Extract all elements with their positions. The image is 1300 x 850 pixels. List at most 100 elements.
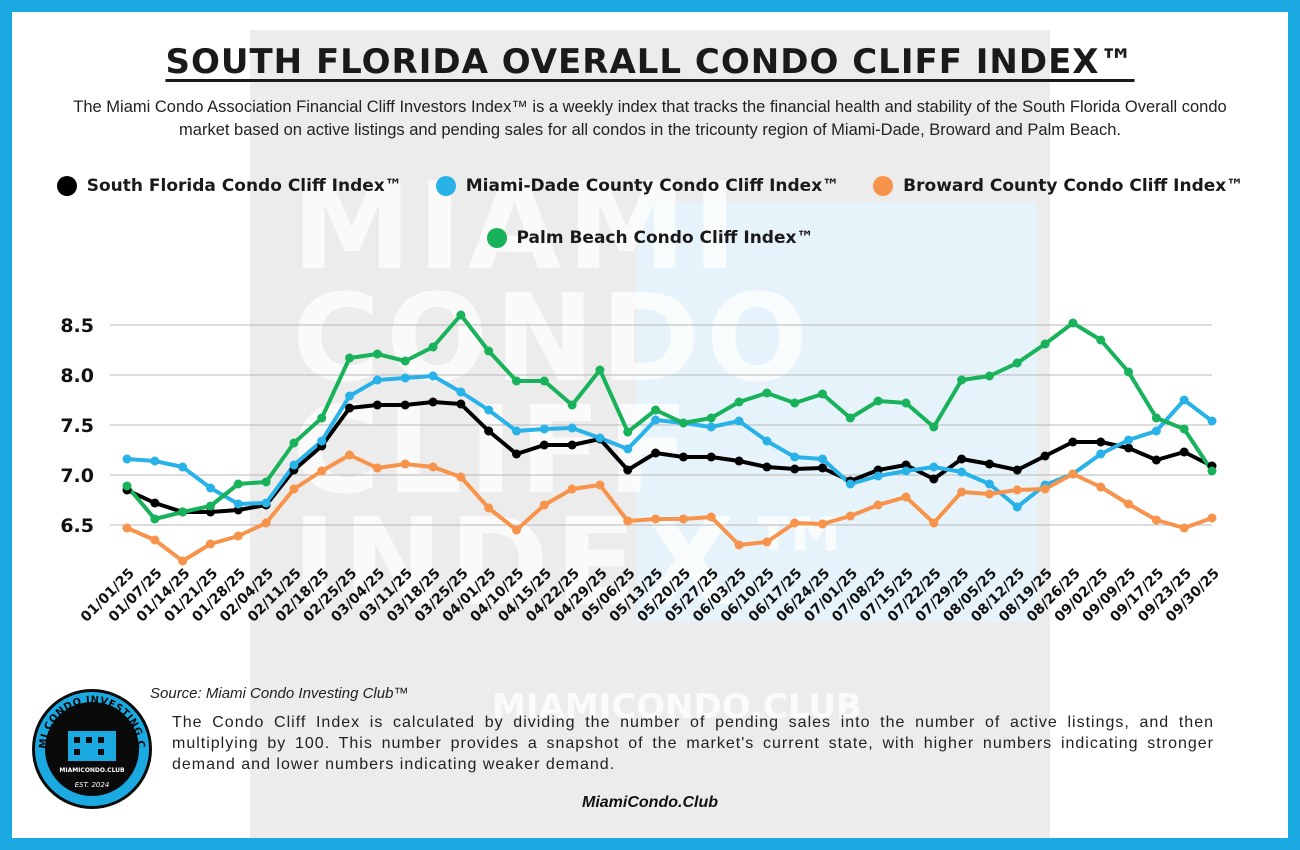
point-2-35 [1096, 482, 1106, 492]
point-2-9 [372, 463, 382, 473]
point-2-1 [150, 535, 160, 545]
point-0-15 [539, 440, 549, 450]
point-2-21 [706, 512, 716, 522]
point-0-25 [818, 463, 828, 473]
point-3-27 [873, 396, 883, 406]
point-3-18 [623, 427, 633, 437]
point-1-31 [984, 479, 994, 489]
point-2-32 [1012, 485, 1022, 495]
series-line-1 [125, 374, 1214, 509]
index-description: The Condo Cliff Index is calculated by d… [172, 714, 1214, 773]
point-2-8 [345, 450, 355, 460]
point-3-25 [818, 389, 828, 399]
point-0-10 [400, 400, 410, 410]
point-1-28 [901, 466, 911, 476]
legend-label-broward: Broward County Condo Cliff Index™ [903, 176, 1244, 196]
point-2-17 [595, 480, 605, 490]
point-3-26 [845, 413, 855, 423]
point-1-15 [539, 424, 549, 434]
point-2-20 [678, 514, 688, 524]
site-footer: MiamiCondo.Club [582, 794, 718, 811]
point-1-7 [317, 436, 327, 446]
point-0-11 [428, 397, 438, 407]
point-1-38 [1179, 395, 1189, 405]
point-3-22 [734, 397, 744, 407]
point-3-16 [567, 400, 577, 410]
point-2-23 [762, 537, 772, 547]
point-2-3 [205, 539, 215, 549]
point-1-14 [511, 426, 521, 436]
point-0-22 [734, 456, 744, 466]
point-0-16 [567, 440, 577, 450]
point-2-27 [873, 500, 883, 510]
point-0-18 [623, 465, 633, 475]
point-0-14 [511, 449, 521, 459]
point-0-20 [678, 452, 688, 462]
point-2-11 [428, 462, 438, 472]
point-3-23 [762, 388, 772, 398]
badge-site-text: MIAMICONDO.CLUB [59, 767, 125, 774]
point-1-2 [178, 462, 188, 472]
point-0-33 [1040, 451, 1050, 461]
legend-item-miami-dade: Miami-Dade County Condo Cliff Index™ [435, 176, 839, 196]
point-1-10 [400, 373, 410, 383]
point-3-7 [317, 413, 327, 423]
y-tick-label-4: 8.5 [60, 315, 94, 337]
legend-item-south-florida: South Florida Condo Cliff Index™ [56, 176, 402, 196]
point-1-36 [1124, 435, 1134, 445]
point-3-20 [678, 418, 688, 428]
point-0-9 [372, 400, 382, 410]
legend-label-palm-beach: Palm Beach Condo Cliff Index™ [516, 228, 814, 248]
point-3-1 [150, 514, 160, 524]
point-3-13 [484, 346, 494, 356]
point-3-31 [984, 371, 994, 381]
point-3-30 [957, 375, 967, 385]
point-0-21 [706, 452, 716, 462]
legend-dot-palm-beach [486, 228, 507, 248]
point-2-16 [567, 484, 577, 494]
y-tick-label-3: 8.0 [60, 365, 94, 387]
point-1-9 [372, 375, 382, 385]
point-2-37 [1151, 515, 1161, 525]
point-1-0 [122, 454, 132, 464]
point-1-16 [567, 423, 577, 433]
point-0-38 [1179, 447, 1189, 457]
point-1-32 [1012, 502, 1022, 512]
point-3-33 [1040, 339, 1050, 349]
point-1-27 [873, 471, 883, 481]
point-0-37 [1151, 455, 1161, 465]
point-2-29 [929, 518, 939, 528]
point-0-30 [957, 454, 967, 464]
point-2-15 [539, 500, 549, 510]
point-1-3 [205, 483, 215, 493]
point-2-33 [1040, 484, 1050, 494]
point-0-19 [651, 448, 661, 458]
point-3-37 [1151, 413, 1161, 423]
line-chart: 6.57.07.58.08.501/01/2501/07/2501/14/250… [60, 310, 1223, 625]
point-0-32 [1012, 465, 1022, 475]
point-1-4 [233, 499, 243, 509]
point-1-23 [762, 436, 772, 446]
point-1-17 [595, 433, 605, 443]
point-2-30 [957, 487, 967, 497]
point-1-26 [845, 479, 855, 489]
point-0-24 [790, 464, 800, 474]
source-note: Source: Miami Condo Investing Club™ [150, 685, 409, 702]
legend-dot-miami-dade [435, 176, 456, 196]
point-3-2 [178, 507, 188, 517]
page-subtitle: The Miami Condo Association Financial Cl… [73, 98, 1227, 139]
point-3-15 [539, 376, 549, 386]
point-3-38 [1179, 424, 1189, 434]
y-tick-label-1: 7.0 [60, 465, 94, 487]
legend-row-2: Palm Beach Condo Cliff Index™ [12, 228, 1288, 248]
point-0-1 [150, 498, 160, 508]
point-2-10 [400, 459, 410, 469]
point-2-2 [178, 556, 188, 566]
legend-item-broward: Broward County Condo Cliff Index™ [873, 176, 1243, 196]
point-0-29 [929, 474, 939, 484]
legend-label-south-florida: South Florida Condo Cliff Index™ [86, 176, 402, 196]
point-2-4 [233, 531, 243, 541]
point-2-28 [901, 492, 911, 502]
series-line-2 [125, 453, 1214, 563]
